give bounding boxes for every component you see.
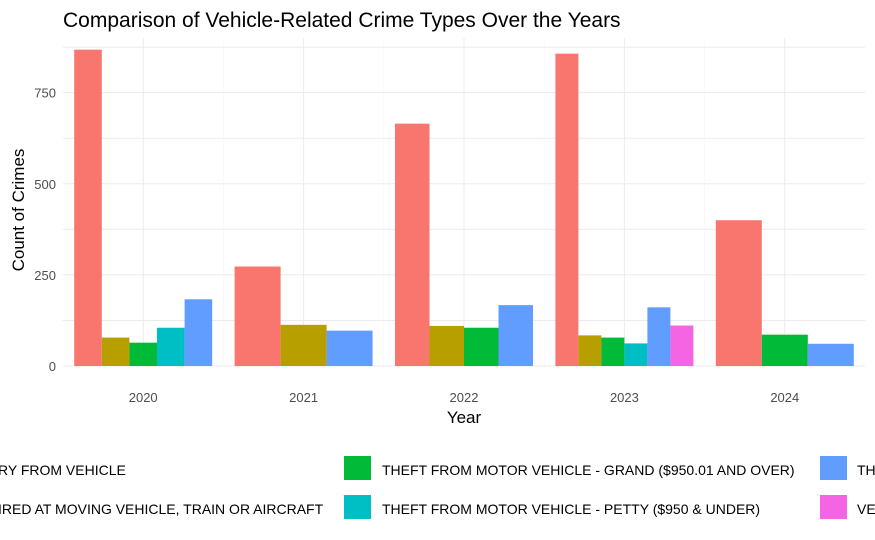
bar-2023-4 <box>647 307 671 366</box>
legend-label: THEFT FROM MOTOR VEHICLE - PETTY ($950 &… <box>382 501 760 517</box>
bar-2021-1 <box>280 324 327 366</box>
x-tick-label: 2022 <box>450 390 479 405</box>
bar-2022-0 <box>395 123 430 367</box>
y-tick-label: 750 <box>34 86 56 101</box>
x-tick-label: 2023 <box>610 390 639 405</box>
bar-2022-2 <box>464 327 499 366</box>
y-axis-ticks: 0 250 500 750 <box>34 86 56 374</box>
legend-label: VE <box>857 501 875 517</box>
bars <box>74 49 854 367</box>
bar-2023-2 <box>601 337 625 366</box>
legend-label: TH <box>857 462 875 478</box>
legend-label: THEFT FROM MOTOR VEHICLE - GRAND ($950.0… <box>382 462 795 478</box>
bar-2023-3 <box>624 343 648 366</box>
bar-2022-1 <box>429 325 464 366</box>
bar-2023-5 <box>670 325 694 366</box>
grid <box>63 38 865 367</box>
y-tick-label: 250 <box>34 268 56 283</box>
legend: RY FROM VEHICLE IRED AT MOVING VEHICLE, T… <box>0 456 875 519</box>
bar-2020-1 <box>101 337 130 366</box>
legend-key <box>820 495 847 519</box>
x-tick-label: 2021 <box>289 390 318 405</box>
y-tick-label: 0 <box>49 359 56 374</box>
bar-2024-0 <box>715 220 762 366</box>
legend-key <box>820 456 847 480</box>
bar-2020-3 <box>157 327 185 366</box>
x-axis-title: Year <box>447 408 482 427</box>
bar-2020-4 <box>184 299 213 366</box>
bar-2020-0 <box>74 49 102 366</box>
bar-2024-2 <box>807 343 854 366</box>
x-tick-label: 2020 <box>129 390 158 405</box>
bar-2022-3 <box>498 305 533 366</box>
legend-key <box>344 495 371 519</box>
bar-2023-0 <box>555 53 579 366</box>
legend-label: RY FROM VEHICLE <box>0 462 126 478</box>
chart-title: Comparison of Vehicle-Related Crime Type… <box>63 9 621 32</box>
legend-key <box>344 456 371 480</box>
x-axis-ticks: 2020 2021 2022 2023 2024 <box>129 390 800 405</box>
bar-2024-1 <box>761 334 808 366</box>
bar-2021-0 <box>234 266 281 366</box>
bar-2023-1 <box>578 335 602 366</box>
bar-2021-2 <box>326 330 373 366</box>
y-axis-title: Count of Crimes <box>9 149 28 272</box>
bar-2020-2 <box>129 342 157 366</box>
y-tick-label: 500 <box>34 177 56 192</box>
x-tick-label: 2024 <box>770 390 799 405</box>
legend-label: IRED AT MOVING VEHICLE, TRAIN OR AIRCRAF… <box>0 501 324 517</box>
